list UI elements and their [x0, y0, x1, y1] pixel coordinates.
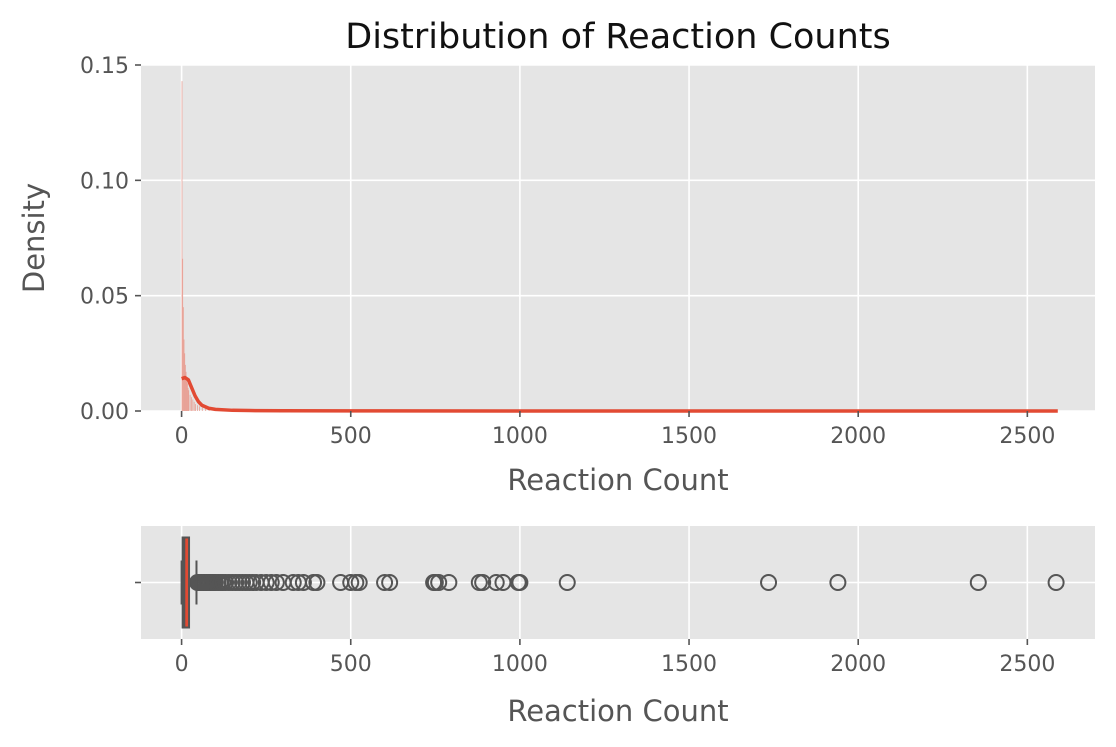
histogram-y-tick-label: 0.00: [80, 400, 129, 425]
histogram-bar: [184, 364, 186, 411]
boxplot-box: [181, 536, 191, 629]
histogram-bar: [192, 399, 194, 411]
boxplot-x-tick-label: 1500: [661, 652, 717, 677]
kde-line: [181, 375, 1058, 413]
histogram-y-tick-label: 0.10: [80, 169, 129, 194]
histogram-x-tick-label: 500: [330, 424, 372, 449]
boxplot-outliers: [188, 574, 1065, 591]
histogram-bar: [187, 383, 188, 411]
boxplot-x-tick-label: 0: [175, 652, 189, 677]
histogram-x-tick-label: 1500: [661, 424, 717, 449]
histogram-x-axis-label: Reaction Count: [507, 463, 728, 497]
boxplot-x-tick-label: 1000: [492, 652, 548, 677]
boxplot-outlier: [308, 574, 326, 591]
boxplot-outlier: [381, 574, 399, 591]
boxplot-x-ticks: 0 500 1000 1500 2000 2500: [175, 639, 1055, 677]
histogram-bar: [191, 397, 192, 411]
boxplot-outlier: [1047, 574, 1065, 591]
histogram-bars: [181, 81, 210, 411]
histogram-bar: [181, 81, 183, 411]
boxplot-outlier: [558, 574, 576, 591]
histogram-bar: [195, 404, 196, 411]
boxplot-outlier: [440, 574, 458, 591]
boxplot-x-tick-label: 2500: [999, 652, 1055, 677]
histogram-bar: [184, 353, 186, 411]
boxplot-x-axis-label: Reaction Count: [507, 694, 728, 728]
histogram-x-tick-label: 2000: [830, 424, 886, 449]
boxplot-outlier: [474, 574, 492, 591]
histogram-x-tick-label: 2500: [999, 424, 1055, 449]
histogram-bar: [186, 378, 188, 411]
chart-title: Distribution of Reaction Counts: [345, 17, 891, 57]
histogram-bar: [197, 405, 198, 411]
boxplot-outlier: [267, 574, 285, 591]
histogram-bar: [201, 407, 203, 411]
histogram-panel: [141, 65, 1095, 411]
boxplot-outlier: [829, 574, 847, 591]
histogram-bar: [185, 371, 187, 411]
boxplot-outlier: [342, 574, 360, 591]
boxplot-outlier: [284, 574, 302, 591]
boxplot-outlier: [350, 574, 368, 591]
boxplot-x-tick-label: 2000: [830, 652, 886, 677]
histogram-bar: [208, 409, 210, 411]
histogram-bar: [183, 339, 185, 411]
boxplot-axes: 0 500 1000 1500 2000 2500 Reaction Count: [135, 526, 1095, 728]
histogram-bar: [182, 258, 184, 411]
boxplot-outlier: [969, 574, 987, 591]
histogram-bar: [193, 401, 195, 411]
boxplot-outlier: [257, 574, 275, 591]
boxplot-x-tick-label: 500: [330, 652, 372, 677]
boxplot-body: [180, 536, 198, 629]
histogram-x-ticks: 0 500 1000 1500 2000 2500: [175, 411, 1055, 449]
histogram-bar: [188, 390, 190, 411]
histogram-y-ticks: 0.00 0.05 0.10 0.15: [80, 54, 141, 425]
histogram-y-tick-label: 0.15: [80, 54, 129, 79]
histogram-bar: [182, 307, 184, 411]
boxplot-outlier: [430, 574, 448, 591]
boxplot-outlier: [487, 574, 505, 591]
histogram-y-axis-label: Density: [17, 183, 51, 293]
boxplot-outlier: [376, 574, 394, 591]
boxplot-outlier: [262, 574, 280, 591]
histogram-bar: [187, 387, 189, 411]
histogram-x-tick-label: 0: [175, 424, 189, 449]
histogram-bar: [189, 394, 191, 411]
boxplot-outlier: [294, 574, 312, 591]
histogram-x-tick-label: 1000: [492, 424, 548, 449]
histogram-y-tick-label: 0.05: [80, 285, 129, 310]
histogram-bar: [199, 406, 200, 411]
boxplot-outlier: [760, 574, 778, 591]
histogram-bar: [205, 408, 207, 411]
histogram-axes: Distribution of Reaction Counts 0 500 1000…: [17, 17, 1095, 497]
boxplot-outlier: [511, 574, 529, 591]
